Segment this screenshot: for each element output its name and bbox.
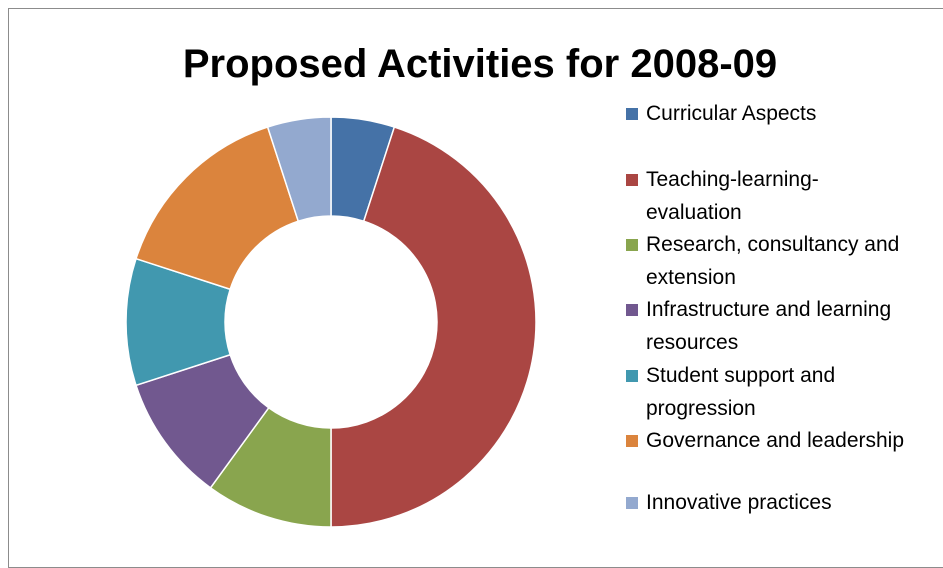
donut-chart	[125, 116, 537, 528]
legend-swatch-3	[626, 304, 638, 316]
chart-title: Proposed Activities for 2008-09	[182, 42, 778, 86]
legend-label-0: Curricular Aspects	[646, 102, 817, 125]
legend-swatch-6	[626, 497, 638, 509]
donut-slice-5	[135, 126, 300, 291]
donut-slice-6	[266, 116, 332, 223]
legend-label-5: Governance and leadership	[646, 429, 905, 452]
legend-swatch-1	[626, 174, 638, 186]
legend-swatch-5	[626, 435, 638, 447]
legend-label-2: Research, consultancy and extension	[646, 233, 900, 289]
legend-swatch-2	[626, 239, 638, 251]
legend: Curricular Aspects Teaching-learning- eva…	[626, 102, 905, 514]
legend-label-1: Teaching-learning- evaluation	[646, 168, 819, 224]
legend-label-4: Student support and progression	[646, 364, 836, 420]
legend-label-3: Infrastructure and learning resources	[646, 298, 892, 354]
donut-slice-1	[330, 126, 537, 528]
legend-swatch-0	[626, 108, 638, 120]
legend-label-6: Innovative practices	[646, 491, 832, 514]
legend-swatch-4	[626, 370, 638, 382]
